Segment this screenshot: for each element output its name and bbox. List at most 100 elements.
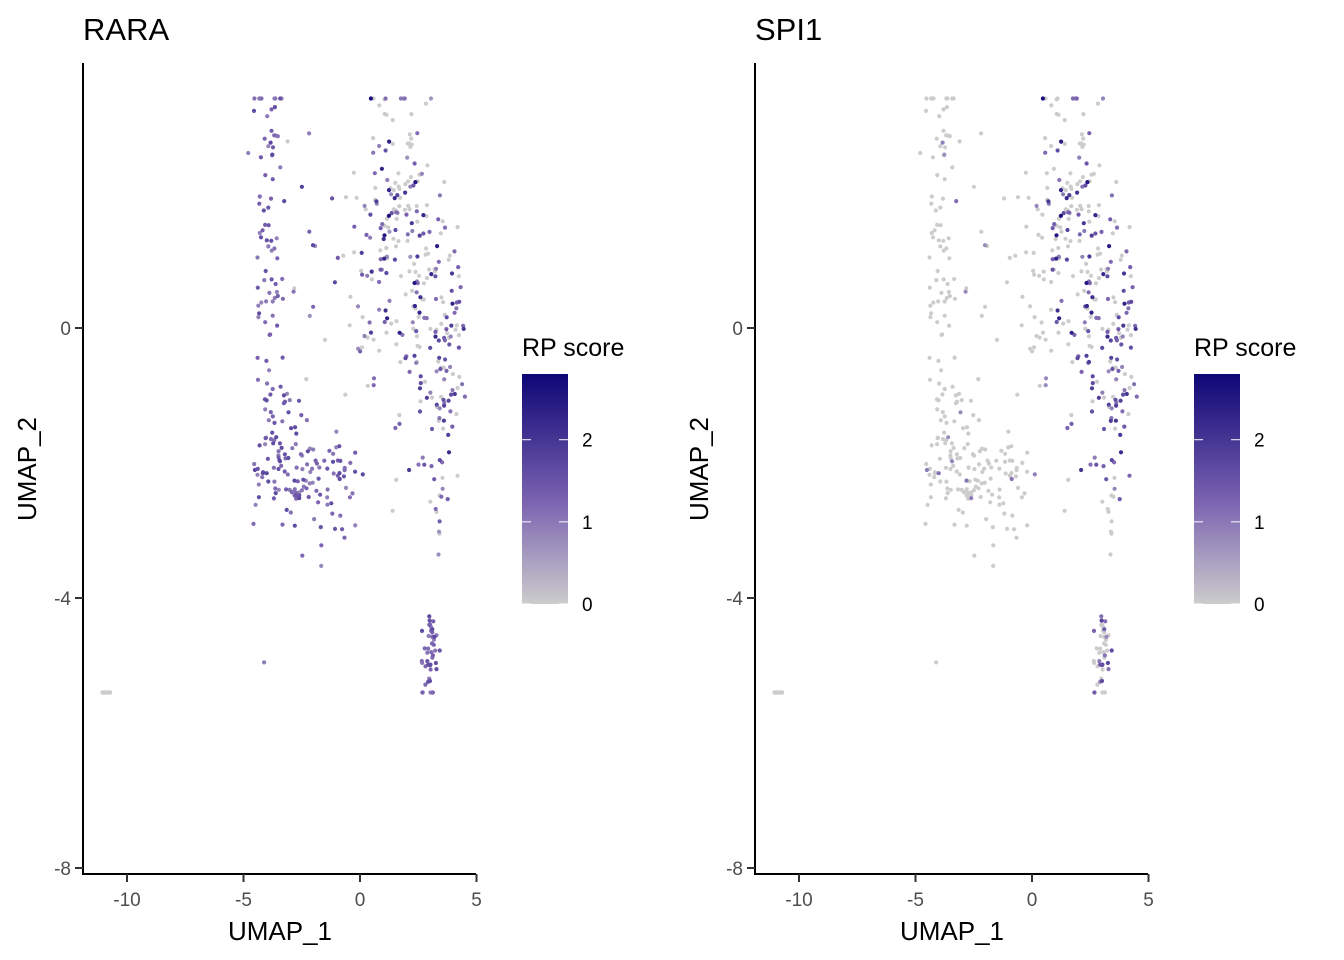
cell-point	[437, 519, 442, 524]
cell-point	[1024, 224, 1029, 229]
cell-point	[949, 441, 955, 446]
cell-point	[956, 391, 962, 396]
cell-point	[1132, 382, 1137, 387]
legend-title: RP score	[522, 334, 624, 362]
cell-point	[432, 634, 437, 640]
cell-point	[256, 315, 261, 320]
cell-point	[278, 96, 283, 101]
cell-point	[1014, 468, 1019, 473]
cell-point	[937, 114, 942, 119]
cell-point	[1002, 196, 1007, 201]
cell-point	[965, 493, 971, 498]
cell-point	[1095, 682, 1100, 687]
cell-point	[1086, 329, 1091, 334]
cell-point	[971, 184, 977, 189]
cell-point	[455, 473, 460, 478]
cell-point	[298, 452, 303, 457]
cell-point	[1090, 374, 1095, 379]
cell-point	[410, 228, 415, 234]
cell-point	[1043, 383, 1048, 388]
cell-point	[257, 194, 262, 199]
cell-point	[1111, 321, 1116, 326]
cell-point	[372, 171, 377, 176]
cell-point	[997, 487, 1002, 492]
cell-point	[378, 226, 383, 231]
cell-point	[1031, 268, 1036, 273]
cell-point	[394, 477, 399, 482]
cell-point	[279, 463, 284, 468]
cell-point	[286, 455, 291, 461]
cell-point	[447, 253, 452, 258]
cell-point	[958, 410, 963, 415]
cell-point	[305, 462, 310, 467]
cell-point	[1118, 450, 1124, 455]
x-tick-label: -10	[785, 890, 812, 911]
cell-point	[1097, 659, 1102, 664]
cell-point	[925, 502, 930, 507]
cell-point	[1108, 529, 1114, 534]
cell-point	[414, 334, 419, 339]
cell-point	[439, 494, 444, 499]
cell-point	[1129, 374, 1134, 379]
cell-point	[990, 492, 995, 497]
cell-point	[943, 465, 949, 470]
y-tick-label: -8	[726, 859, 743, 880]
cell-point	[982, 466, 987, 471]
cell-point	[1120, 334, 1125, 339]
cell-point	[1089, 310, 1094, 315]
cell-point	[1127, 225, 1132, 230]
cell-point	[398, 360, 403, 365]
cell-point	[433, 274, 438, 279]
cell-point	[311, 304, 316, 309]
cell-point	[1091, 628, 1097, 634]
cell-point	[950, 165, 955, 170]
cell-point	[267, 368, 272, 373]
cell-point	[991, 543, 996, 548]
cell-point	[255, 377, 261, 382]
cell-point	[1067, 193, 1072, 198]
cell-point	[953, 393, 959, 398]
cell-point	[941, 128, 946, 133]
cell-point	[1031, 345, 1037, 350]
cell-point	[929, 194, 934, 199]
cell-point	[282, 199, 287, 204]
cell-point	[946, 236, 951, 241]
cell-point	[395, 210, 400, 215]
cell-point	[325, 495, 330, 500]
cell-point	[455, 225, 460, 230]
cell-point	[1100, 499, 1105, 504]
cell-point	[1001, 501, 1006, 506]
cell-point	[968, 398, 974, 403]
cell-point	[397, 330, 402, 335]
cell-point	[257, 230, 262, 236]
cell-point	[1032, 472, 1037, 477]
cell-point	[1077, 141, 1082, 146]
cell-point	[337, 444, 342, 449]
cell-point	[433, 506, 438, 512]
cell-point	[424, 316, 429, 321]
cell-point	[412, 261, 417, 266]
cell-point	[290, 446, 295, 451]
cell-point	[427, 614, 432, 619]
cell-point	[979, 131, 984, 136]
cell-point	[434, 667, 439, 672]
cell-point	[330, 511, 335, 516]
cell-point	[951, 463, 956, 468]
cell-point	[441, 365, 446, 370]
cell-point	[1068, 171, 1073, 176]
cell-point	[297, 496, 302, 501]
cell-point	[1027, 304, 1033, 309]
cell-point	[940, 437, 946, 442]
cell-point	[422, 379, 427, 384]
cell-point	[1093, 231, 1098, 236]
cell-point	[1078, 203, 1083, 208]
cell-point	[949, 459, 955, 464]
cell-point	[1015, 392, 1020, 397]
cell-point	[251, 521, 256, 527]
cell-point	[997, 495, 1002, 500]
cell-point	[343, 195, 349, 200]
cell-point	[944, 479, 949, 484]
cell-point	[405, 155, 410, 160]
cell-point	[396, 171, 401, 176]
cell-point	[948, 449, 953, 454]
